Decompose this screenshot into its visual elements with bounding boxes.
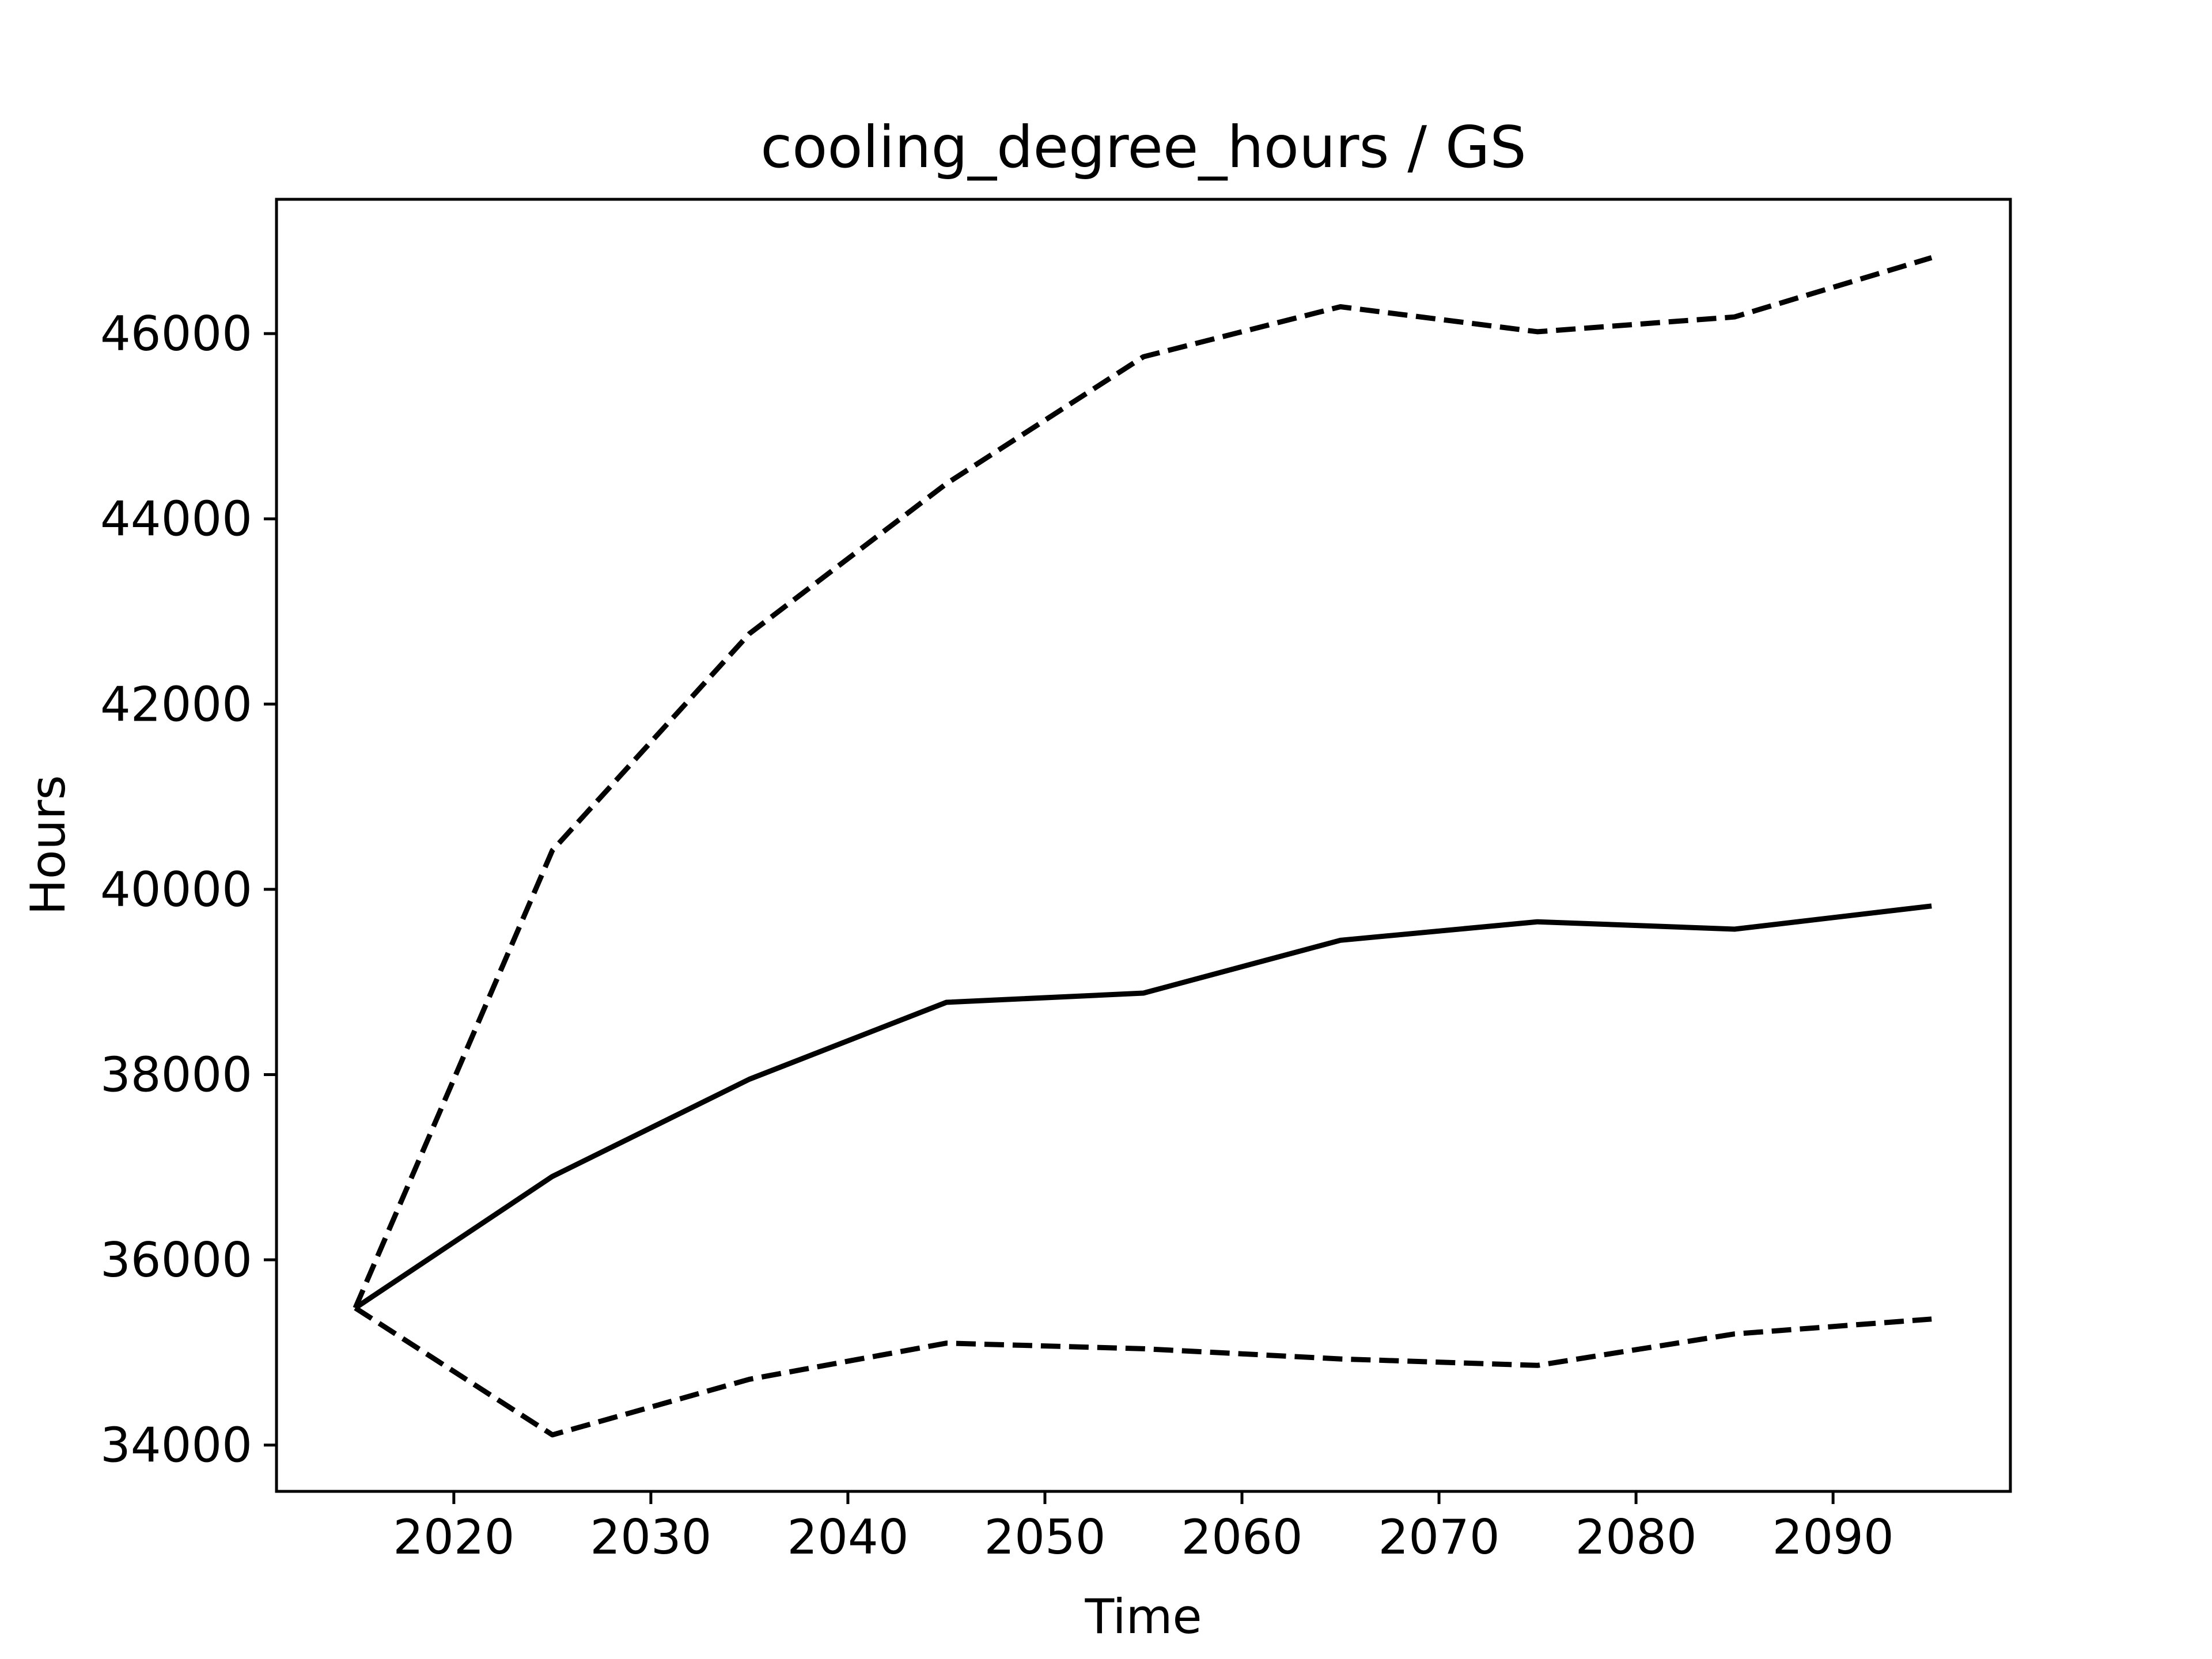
x-tick-label: 2080: [1575, 1509, 1696, 1565]
y-tick-label: 40000: [100, 862, 252, 918]
y-tick-label: 34000: [100, 1418, 252, 1474]
x-tick-label: 2050: [984, 1509, 1105, 1565]
x-tick-label: 2060: [1181, 1509, 1302, 1565]
series-layer: [353, 255, 1933, 1438]
y-tick-label: 42000: [100, 676, 252, 732]
dashed-series-line-3: [354, 1305, 1932, 1438]
y-tick-label: 38000: [100, 1047, 252, 1103]
solid-series-line-1: [354, 903, 1932, 1310]
y-axis-label: Hours: [20, 775, 76, 915]
chart-title: cooling_degree_hours / GS: [760, 113, 1527, 181]
y-tick-label: 36000: [100, 1232, 252, 1288]
x-tick-label: 2070: [1378, 1509, 1499, 1565]
x-axis-label: Time: [1084, 1589, 1202, 1645]
plot-area-frame: [275, 198, 2012, 1493]
dashed-series-line-2: [353, 255, 1933, 1309]
x-tick-label: 2020: [393, 1509, 514, 1565]
x-axis-ticks: 2020 2030 2040 2050 2060 2070 2080 2090: [393, 1491, 1894, 1565]
x-tick-label: 2090: [1772, 1509, 1894, 1565]
y-tick-label: 46000: [100, 306, 252, 362]
y-tick-label: 44000: [100, 491, 252, 547]
x-tick-label: 2040: [787, 1509, 908, 1565]
y-axis-ticks: 34000 36000 38000 40000 42000 44000 46000: [100, 306, 276, 1474]
x-tick-label: 2030: [590, 1509, 711, 1565]
